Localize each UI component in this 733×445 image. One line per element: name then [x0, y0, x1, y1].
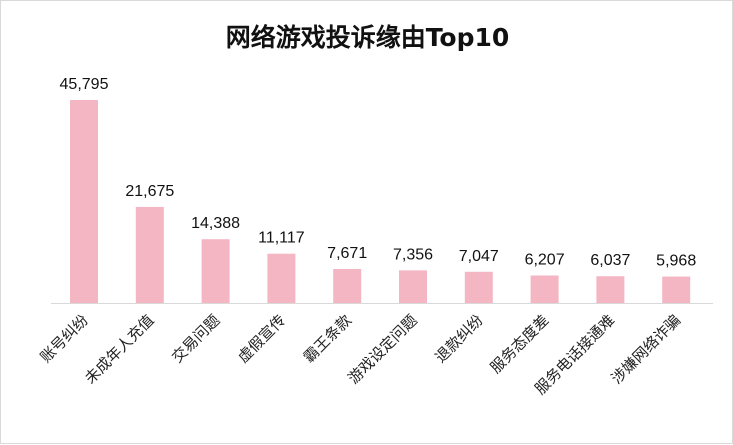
chart-title: 网络游戏投诉缘由Top10: [225, 23, 510, 52]
value-labels-layer: 45,795 21,675 14,388 11,117 7,671 7,356 7,047 6…: [60, 76, 697, 270]
category-label: 涉嫌网络诈骗: [608, 311, 684, 387]
bar: [464, 271, 493, 303]
bar: [70, 100, 98, 303]
data-label: 14,388: [191, 215, 240, 232]
data-label: 7,047: [459, 248, 499, 265]
bar: [333, 268, 362, 303]
bar: [201, 239, 230, 303]
data-label: 6,207: [525, 251, 565, 268]
data-label: 7,671: [327, 245, 367, 262]
category-label: 虚假宣传: [234, 311, 289, 366]
data-label: 45,795: [60, 76, 109, 93]
category-label: 账号纠纷: [37, 311, 92, 366]
bar: [399, 270, 427, 303]
data-label: 21,675: [125, 183, 174, 200]
category-label: 服务态度差: [487, 311, 553, 377]
category-label: 未成年人充值: [81, 311, 157, 387]
data-label: 11,117: [258, 230, 305, 247]
bar: [530, 275, 559, 303]
category-label: 交易问题: [168, 311, 223, 366]
category-label: 退款纠纷: [431, 311, 486, 366]
bars-layer: [70, 100, 691, 303]
data-label: 5,968: [656, 253, 696, 270]
category-label: 游戏设定问题: [344, 311, 420, 387]
data-label: 6,037: [590, 252, 630, 269]
category-label: 霸王条款: [300, 311, 355, 366]
bar: [596, 276, 625, 303]
data-label: 7,356: [393, 246, 433, 263]
bar: [135, 206, 164, 303]
bar: [662, 276, 691, 303]
bar: [267, 253, 296, 303]
